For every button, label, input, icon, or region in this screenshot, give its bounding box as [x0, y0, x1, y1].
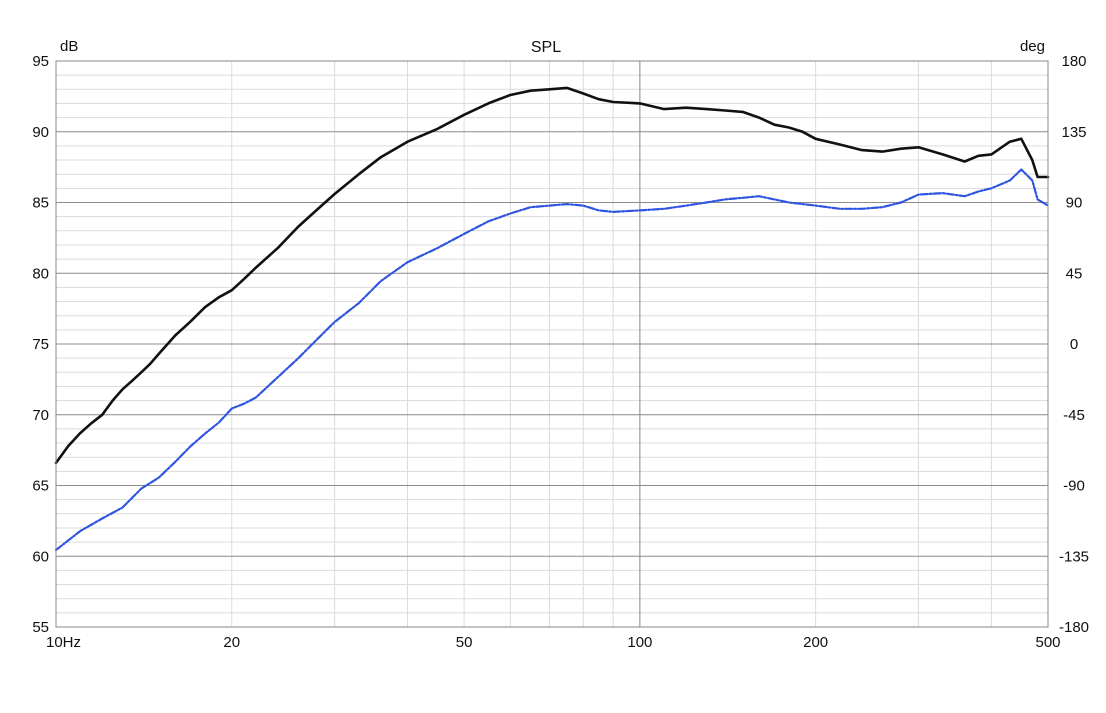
x-tick-label: 20	[223, 634, 240, 651]
x-tick-label: 200	[803, 634, 828, 651]
y-tick-label: 75	[32, 336, 49, 353]
x-tick-label: 500	[1035, 634, 1060, 651]
x-tick-label: 100	[627, 634, 652, 651]
chart-title: SPL	[531, 39, 561, 56]
y2-tick-label: -135	[1059, 548, 1089, 565]
y2-tick-label: 180	[1061, 53, 1086, 70]
y2-tick-label: 45	[1066, 265, 1083, 282]
y2-tick-label: -180	[1059, 619, 1089, 636]
y2-tick-label: -45	[1063, 407, 1085, 424]
x-tick-label: 50	[456, 634, 473, 651]
grid-major	[56, 61, 1048, 627]
y-tick-label: 80	[32, 265, 49, 282]
y2-tick-label: 90	[1066, 195, 1083, 212]
spl-series-line	[54, 86, 1050, 465]
y2-tick-label: 135	[1061, 124, 1086, 141]
y-tick-label: 95	[32, 53, 49, 70]
y2-tick-label: -90	[1063, 478, 1085, 495]
y-tick-label: 85	[32, 195, 49, 212]
labels-layer: SPL dB deg 95 90 85 80 75 70 65 60 55 180 135 90 45 0…	[32, 38, 1089, 651]
y-tick-label: 90	[32, 124, 49, 141]
y-tick-label: 55	[32, 619, 49, 636]
plot-frame	[55, 60, 1049, 628]
y2-axis-unit: deg	[1020, 38, 1045, 55]
phase-series-line	[54, 168, 1050, 552]
y-tick-label: 70	[32, 407, 49, 424]
y2-tick-label: 0	[1070, 336, 1078, 353]
y-axis-unit: dB	[60, 38, 78, 55]
series-layer	[54, 86, 1050, 552]
x-tick-label: 10Hz	[46, 634, 81, 651]
y-tick-label: 65	[32, 478, 49, 495]
y-tick-label: 60	[32, 548, 49, 565]
